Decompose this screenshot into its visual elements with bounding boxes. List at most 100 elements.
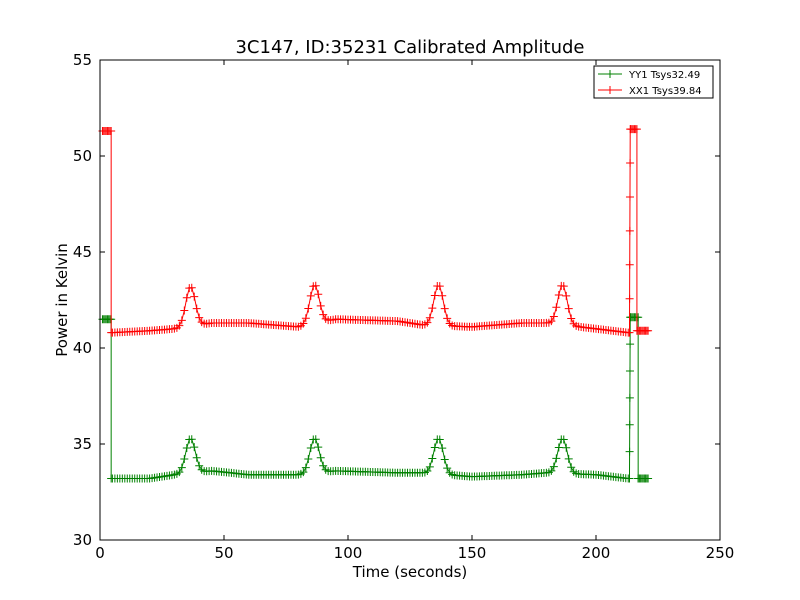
data-point-marker <box>625 474 634 483</box>
data-point-marker <box>319 461 328 470</box>
data-point-marker <box>634 313 643 322</box>
data-point-marker <box>625 447 634 456</box>
series-layer <box>98 125 653 483</box>
data-point-marker <box>192 453 201 462</box>
data-point-marker <box>190 443 199 452</box>
data-point-marker <box>562 443 571 452</box>
legend-items: YY1 Tsys32.49 XX1 Tsys39.84 <box>598 70 702 97</box>
data-point-marker <box>180 455 189 464</box>
data-point-marker <box>644 474 653 483</box>
y-tick-label: 30 <box>73 531 92 549</box>
data-point-marker <box>107 127 116 136</box>
y-tick-label: 40 <box>73 339 92 357</box>
data-point-marker <box>438 291 447 300</box>
data-point-marker <box>559 282 568 291</box>
data-point-marker <box>567 463 576 472</box>
y-tick-label: 35 <box>73 435 92 453</box>
data-point-marker <box>301 463 310 472</box>
y-tick-label: 50 <box>73 147 92 165</box>
data-point-marker <box>311 435 320 444</box>
x-tick-label: 250 <box>706 544 735 562</box>
data-point-marker <box>430 291 439 300</box>
data-point-marker <box>552 454 561 463</box>
data-point-marker <box>180 306 189 315</box>
x-tick-label: 100 <box>334 544 363 562</box>
x-tick-label: 0 <box>95 544 105 562</box>
data-point-marker <box>547 317 556 326</box>
data-point-marker <box>564 304 573 313</box>
x-axis-label: Time (seconds) <box>352 563 468 581</box>
plot-frame <box>99 59 721 541</box>
data-point-marker <box>435 282 444 291</box>
data-point-marker <box>549 312 558 321</box>
x-tick-label: 50 <box>214 544 233 562</box>
data-point-marker <box>195 461 204 470</box>
legend-marker <box>606 70 614 78</box>
data-point-marker <box>626 340 635 349</box>
data-point-marker <box>552 303 561 312</box>
x-tick-label: 150 <box>458 544 487 562</box>
data-point-marker <box>187 283 196 292</box>
legend: YY1 Tsys32.49 XX1 Tsys39.84 <box>593 65 714 99</box>
data-point-marker <box>299 319 308 328</box>
data-point-marker <box>644 326 653 335</box>
data-point-marker <box>625 367 634 376</box>
y-tick-label: 45 <box>73 243 92 261</box>
data-point-marker <box>311 281 320 290</box>
data-point-marker <box>423 467 432 476</box>
data-point-marker <box>187 435 196 444</box>
data-point-marker <box>430 443 439 452</box>
data-point-marker <box>440 455 449 464</box>
data-point-marker <box>435 435 444 444</box>
data-point-marker <box>554 290 563 299</box>
data-point-marker <box>190 292 199 301</box>
data-point-marker <box>443 464 452 473</box>
data-point-marker <box>423 318 432 327</box>
data-point-marker <box>314 290 323 299</box>
series-xx1 <box>98 125 653 337</box>
data-point-marker <box>562 291 571 300</box>
legend-label: YY1 Tsys32.49 <box>628 70 700 81</box>
data-point-marker <box>559 435 568 444</box>
data-point-marker <box>425 462 434 471</box>
data-point-marker <box>428 454 437 463</box>
data-point-marker <box>625 226 634 235</box>
data-point-marker <box>316 453 325 462</box>
data-point-marker <box>625 192 634 201</box>
data-point-marker <box>306 443 315 452</box>
data-point-marker <box>554 443 563 452</box>
data-point-marker <box>443 314 452 323</box>
data-point-marker <box>301 314 310 323</box>
legend-label: XX1 Tsys39.84 <box>629 86 702 97</box>
data-point-marker <box>625 294 634 303</box>
data-point-marker <box>182 293 191 302</box>
data-point-marker <box>175 321 184 330</box>
data-point-marker <box>299 468 308 477</box>
chart-title: 3C147, ID:35231 Calibrated Amplitude <box>235 37 584 58</box>
data-point-marker <box>625 328 634 337</box>
data-point-marker <box>625 420 634 429</box>
x-tick-label: 200 <box>582 544 611 562</box>
tick-layer: 0 50 100 150 200 250 30 35 40 45 50 55 <box>73 51 734 562</box>
data-point-marker <box>547 466 556 475</box>
data-point-marker <box>625 393 634 402</box>
data-point-marker <box>567 314 576 323</box>
data-point-marker <box>564 454 573 463</box>
y-tick-label: 55 <box>73 51 92 69</box>
data-point-marker <box>175 468 184 477</box>
data-point-marker <box>192 304 201 313</box>
data-point-marker <box>319 310 328 319</box>
data-point-marker <box>626 159 635 168</box>
data-point-marker <box>306 291 315 300</box>
data-point-marker <box>428 304 437 313</box>
data-point-marker <box>549 462 558 471</box>
legend-marker <box>606 86 614 94</box>
data-point-marker <box>632 125 641 134</box>
series-yy1 <box>98 313 653 483</box>
data-point-marker <box>177 316 186 325</box>
data-point-marker <box>625 260 634 269</box>
data-point-marker <box>304 304 313 313</box>
data-point-marker <box>304 455 313 464</box>
